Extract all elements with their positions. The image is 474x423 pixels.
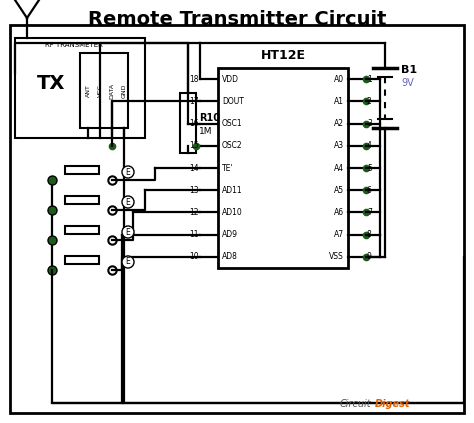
Text: 9: 9 bbox=[367, 253, 372, 261]
Text: A3: A3 bbox=[334, 141, 344, 150]
Text: 16: 16 bbox=[190, 119, 199, 128]
Text: E: E bbox=[126, 228, 130, 236]
Text: AD11: AD11 bbox=[222, 186, 243, 195]
Text: A5: A5 bbox=[334, 186, 344, 195]
Text: A0: A0 bbox=[334, 74, 344, 84]
Text: A4: A4 bbox=[334, 164, 344, 173]
Text: 7: 7 bbox=[367, 208, 372, 217]
Bar bbox=[65, 226, 99, 234]
Text: 17: 17 bbox=[190, 97, 199, 106]
Text: 8: 8 bbox=[367, 230, 372, 239]
Text: AD9: AD9 bbox=[222, 230, 238, 239]
Text: Digest: Digest bbox=[375, 399, 410, 409]
Text: OSC1: OSC1 bbox=[222, 119, 243, 128]
Text: E: E bbox=[126, 258, 130, 266]
Text: A6: A6 bbox=[334, 208, 344, 217]
Text: 14: 14 bbox=[190, 164, 199, 173]
Text: ANT: ANT bbox=[85, 84, 91, 97]
Text: GND: GND bbox=[121, 83, 127, 98]
Text: 1M: 1M bbox=[199, 126, 212, 135]
Text: DOUT: DOUT bbox=[222, 97, 244, 106]
Text: Remote Transmitter Circuit: Remote Transmitter Circuit bbox=[88, 10, 386, 29]
Text: VCC: VCC bbox=[98, 84, 102, 97]
Text: 10: 10 bbox=[190, 253, 199, 261]
Text: 13: 13 bbox=[190, 186, 199, 195]
Text: 12: 12 bbox=[190, 208, 199, 217]
Bar bbox=[180, 93, 196, 153]
Text: 9V: 9V bbox=[401, 78, 414, 88]
Text: 11: 11 bbox=[190, 230, 199, 239]
Text: Circuit: Circuit bbox=[340, 399, 372, 409]
Text: 6: 6 bbox=[367, 186, 372, 195]
Text: 5: 5 bbox=[367, 164, 372, 173]
Text: A1: A1 bbox=[334, 97, 344, 106]
Text: R10: R10 bbox=[199, 113, 220, 123]
Text: RF TRANSMETER: RF TRANSMETER bbox=[45, 42, 103, 48]
Bar bbox=[65, 256, 99, 264]
Text: A7: A7 bbox=[334, 230, 344, 239]
Bar bbox=[15, 38, 145, 138]
Text: VDD: VDD bbox=[222, 74, 239, 84]
Text: 1: 1 bbox=[367, 74, 372, 84]
Text: 2: 2 bbox=[367, 97, 372, 106]
Text: 3: 3 bbox=[367, 119, 372, 128]
Text: TE': TE' bbox=[222, 164, 234, 173]
Text: DATA: DATA bbox=[109, 82, 115, 99]
Text: OSC2: OSC2 bbox=[222, 141, 243, 150]
Text: E: E bbox=[126, 168, 130, 176]
Text: A2: A2 bbox=[334, 119, 344, 128]
Bar bbox=[80, 53, 128, 128]
Bar bbox=[65, 166, 99, 174]
Text: B1: B1 bbox=[401, 65, 417, 75]
Text: VSS: VSS bbox=[329, 253, 344, 261]
Text: 18: 18 bbox=[190, 74, 199, 84]
Text: 4: 4 bbox=[367, 141, 372, 150]
Bar bbox=[65, 196, 99, 204]
Text: E: E bbox=[126, 198, 130, 206]
Text: TX: TX bbox=[37, 74, 65, 93]
Text: 15: 15 bbox=[190, 141, 199, 150]
Text: AD8: AD8 bbox=[222, 253, 238, 261]
Text: AD10: AD10 bbox=[222, 208, 243, 217]
Text: HT12E: HT12E bbox=[261, 49, 306, 62]
Bar bbox=[218, 68, 348, 268]
